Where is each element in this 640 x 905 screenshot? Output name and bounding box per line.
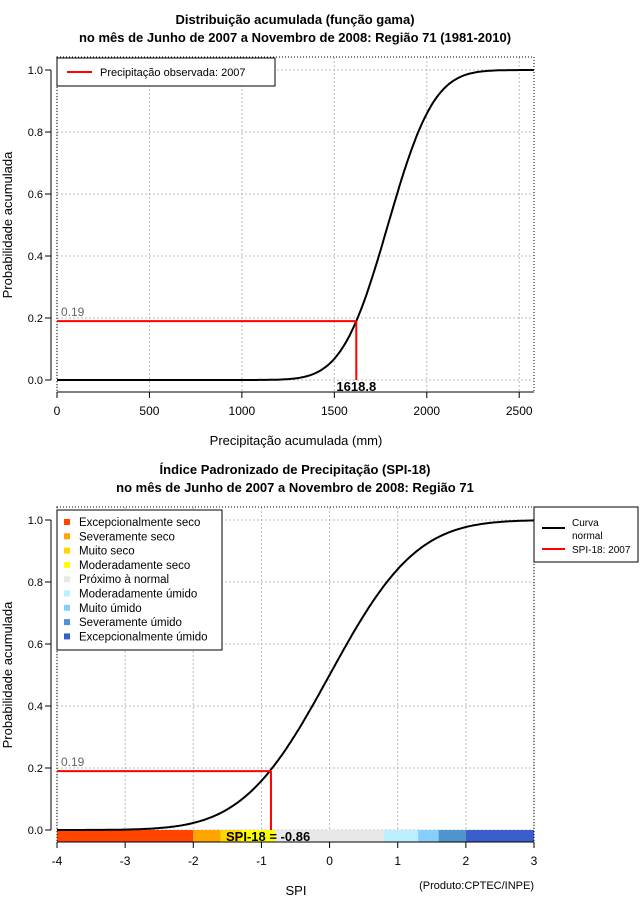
- chart1-legend: Precipitação observada: 2007: [56, 57, 276, 87]
- y-tick-label: 0.6: [28, 639, 43, 651]
- cdf-curve: [57, 519, 534, 831]
- plot-frame: [56, 56, 535, 393]
- y-tick-label: 0.8: [28, 577, 43, 589]
- legend-curve-label2: normal: [572, 531, 603, 542]
- observed-probability-label: 0.19: [61, 755, 85, 769]
- x-tick-label: -4: [52, 854, 63, 868]
- gamma-cdf-chart: Distribuição acumulada (função gama) no …: [0, 12, 535, 448]
- legend-box: [56, 509, 223, 651]
- x-tick-label: 1500: [321, 404, 348, 418]
- x-tick-label: -2: [188, 854, 199, 868]
- legend-label: Muito úmido: [79, 603, 142, 615]
- legend-swatch: [64, 561, 70, 568]
- cdf-curve: [57, 69, 534, 381]
- x-tick-label: -3: [120, 854, 131, 868]
- legend-label: Excepcionalmente úmido: [79, 631, 208, 643]
- legend-observed-label: Precipitação observada: 2007: [100, 67, 246, 79]
- x-tick-label: -1: [256, 854, 267, 868]
- chart2-xlabel: SPI: [286, 883, 307, 898]
- y-tick-label: 1.0: [28, 65, 43, 77]
- legend-curve-label: Curva: [572, 518, 599, 529]
- legend-label: Excepcionalmente seco: [79, 517, 200, 529]
- legend-label: Severamente úmido: [79, 617, 182, 629]
- category-band: [220, 830, 241, 842]
- chart2-series-legend: Curva normal SPI-18: 2007: [533, 506, 639, 563]
- y-tick-label: 0.0: [28, 825, 43, 837]
- x-tick-label: 1000: [229, 404, 256, 418]
- chart1-ylabel: Probabilidade acumulada: [0, 151, 15, 298]
- category-band: [57, 830, 194, 842]
- x-tick-label: 2000: [413, 404, 440, 418]
- x-tick-label: 500: [139, 404, 159, 418]
- legend-swatch: [64, 604, 70, 611]
- y-tick-label: 0.4: [28, 251, 43, 263]
- footer-credit: (Produto:CPTEC/INPE): [419, 880, 534, 892]
- category-band: [193, 830, 221, 842]
- chart1-subtitle: no mês de Junho de 2007 a Novembro de 20…: [79, 30, 511, 45]
- legend-label: Moderadamente úmido: [79, 589, 197, 601]
- legend-label: Severamente seco: [79, 531, 175, 543]
- chart2-title: Índice Padronizado de Precipitação (SPI-…: [160, 462, 431, 477]
- chart2-category-legend: Excepcionalmente seco Severamente seco Mui…: [56, 509, 223, 651]
- x-tick-label: 1: [394, 854, 401, 868]
- spi-value-annotation: SPI-18 = -0.86: [226, 829, 310, 844]
- legend-swatch: [64, 619, 70, 626]
- category-band: [240, 830, 276, 842]
- legend-swatch: [64, 519, 70, 525]
- legend-label: Próximo à normal: [79, 574, 169, 586]
- y-tick-label: 0.6: [28, 189, 43, 201]
- observed-probability-label: 0.19: [61, 305, 85, 319]
- category-band: [465, 830, 534, 842]
- x-tick-label: 2: [463, 854, 470, 868]
- observed-precipitation-label: 1618.8: [336, 379, 376, 394]
- legend-swatch: [64, 547, 70, 554]
- legend-swatch: [64, 576, 70, 583]
- legend-spi-label: SPI-18: 2007: [572, 545, 631, 556]
- x-tick-label: 2500: [506, 404, 533, 418]
- legend-label: Moderadamente seco: [79, 560, 190, 572]
- chart2-ylabel: Probabilidade acumulada: [0, 601, 15, 748]
- legend-label: Muito seco: [79, 546, 135, 558]
- category-band: [438, 830, 466, 842]
- y-tick-label: 0.4: [28, 701, 43, 713]
- legend-swatch: [64, 533, 70, 540]
- legend-swatch: [64, 633, 70, 640]
- legend-swatch: [64, 590, 70, 597]
- y-tick-label: 0.2: [28, 313, 43, 325]
- x-tick-label: 0: [54, 404, 61, 418]
- y-tick-label: 0.0: [28, 375, 43, 387]
- category-band: [275, 830, 385, 842]
- category-band: [384, 830, 419, 842]
- x-tick-label: 0: [326, 854, 333, 868]
- spi-chart: Índice Padronizado de Precipitação (SPI-…: [0, 462, 639, 898]
- chart2-subtitle: no mês de Junho de 2007 a Novembro de 20…: [116, 480, 474, 495]
- y-tick-label: 0.8: [28, 127, 43, 139]
- chart1-title: Distribuição acumulada (função gama): [175, 12, 414, 27]
- chart1-xlabel: Precipitação acumulada (mm): [210, 433, 383, 448]
- category-band: [418, 830, 439, 842]
- y-tick-label: 1.0: [28, 515, 43, 527]
- x-tick-label: 3: [531, 854, 538, 868]
- y-tick-label: 0.2: [28, 763, 43, 775]
